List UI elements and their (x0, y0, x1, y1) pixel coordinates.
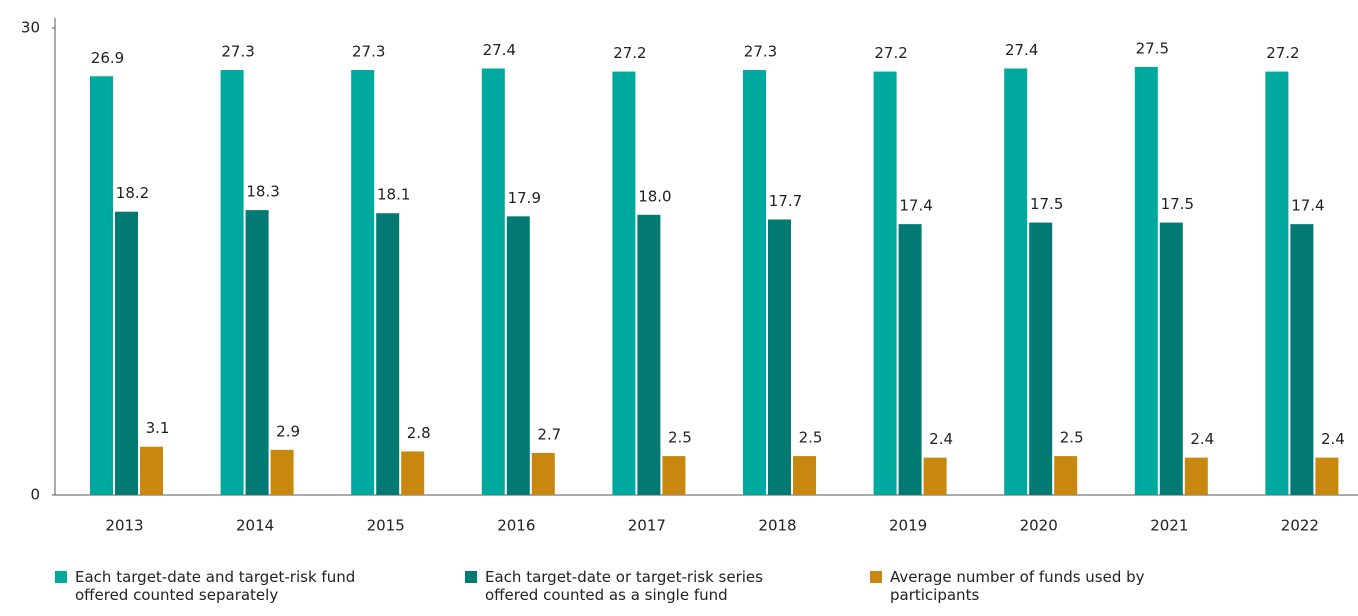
legend-swatch (55, 571, 67, 583)
plot: 0 30 2013 26.9 18.2 3.1 2014 27.3 18.3 2.9 2015 27.… (21, 18, 1358, 535)
legend-label: Each target-date and target-risk fund of… (75, 568, 356, 604)
legend-label: Average number of funds used by particip… (890, 568, 1145, 604)
bar (1315, 457, 1339, 495)
bar (743, 70, 766, 495)
bar (245, 210, 269, 495)
x-tick-label: 2013 (105, 517, 143, 535)
bar (270, 449, 294, 495)
bar (637, 214, 661, 496)
value-label: 2.4 (1321, 430, 1345, 448)
x-tick-label: 2020 (1020, 517, 1058, 535)
value-label: 27.5 (1136, 39, 1169, 57)
value-label: 2.5 (668, 429, 692, 447)
bar (1265, 71, 1289, 495)
bar (1004, 68, 1028, 496)
bar (376, 213, 400, 495)
value-label: 27.4 (483, 41, 516, 59)
value-label: 17.9 (508, 189, 541, 207)
legend-item: Each target-date or target-risk series o… (465, 568, 785, 604)
legend-swatch (870, 571, 882, 583)
value-label: 27.2 (874, 44, 907, 62)
bar (506, 216, 530, 495)
bar (481, 68, 505, 496)
legend-item: Each target-date and target-risk fund of… (55, 568, 375, 604)
bar (401, 451, 425, 495)
value-label: 18.0 (638, 187, 671, 205)
value-label: 17.4 (1291, 197, 1324, 215)
x-tick-label: 2015 (367, 517, 405, 535)
value-label: 27.3 (221, 43, 254, 61)
x-tick-label: 2017 (628, 517, 666, 535)
bar (768, 219, 791, 495)
bar (220, 70, 244, 495)
x-tick-label: 2018 (758, 517, 796, 535)
bar (140, 446, 163, 495)
bar (1134, 66, 1158, 496)
bar (1029, 222, 1053, 496)
value-label: 2.8 (407, 424, 431, 442)
bar (1184, 457, 1208, 495)
value-label: 18.1 (377, 186, 410, 204)
bar (90, 76, 113, 496)
bar (1159, 222, 1183, 496)
bar (612, 71, 636, 495)
value-label: 2.5 (799, 429, 823, 447)
bar (662, 456, 686, 495)
bar (115, 211, 138, 496)
legend-item: Average number of funds used by particip… (870, 568, 1190, 604)
value-label: 26.9 (91, 49, 124, 67)
value-label: 17.4 (899, 197, 932, 215)
value-label: 27.2 (1266, 44, 1299, 62)
x-tick-label: 2016 (497, 517, 535, 535)
x-tick-label: 2019 (889, 517, 927, 535)
bar (1054, 456, 1078, 495)
value-label: 27.3 (744, 43, 777, 61)
legend-label: Each target-date or target-risk series o… (485, 568, 763, 604)
value-label: 17.7 (769, 192, 802, 210)
x-tick-label: 2014 (236, 517, 274, 535)
value-label: 2.4 (1190, 430, 1214, 448)
value-label: 17.5 (1030, 195, 1063, 213)
bar (1290, 224, 1314, 495)
bar (531, 452, 555, 495)
value-label: 27.3 (352, 43, 385, 61)
bar (793, 456, 816, 495)
x-tick-label: 2021 (1150, 517, 1188, 535)
value-label: 18.2 (116, 184, 149, 202)
x-tick-label: 2022 (1281, 517, 1319, 535)
value-label: 2.9 (276, 422, 300, 440)
value-label: 2.7 (537, 425, 561, 443)
value-label: 2.4 (929, 430, 953, 448)
value-label: 17.5 (1161, 195, 1194, 213)
value-label: 27.2 (613, 44, 646, 62)
bar (351, 70, 375, 495)
value-label: 18.3 (246, 183, 279, 201)
value-label: 2.5 (1060, 429, 1084, 447)
value-label: 3.1 (146, 419, 170, 437)
bar (873, 71, 897, 495)
y-tick-label: 30 (21, 19, 40, 37)
bar (898, 224, 922, 495)
value-label: 27.4 (1005, 41, 1038, 59)
bar (923, 457, 947, 495)
y-tick-label: 0 (30, 486, 40, 504)
legend-swatch (465, 571, 477, 583)
